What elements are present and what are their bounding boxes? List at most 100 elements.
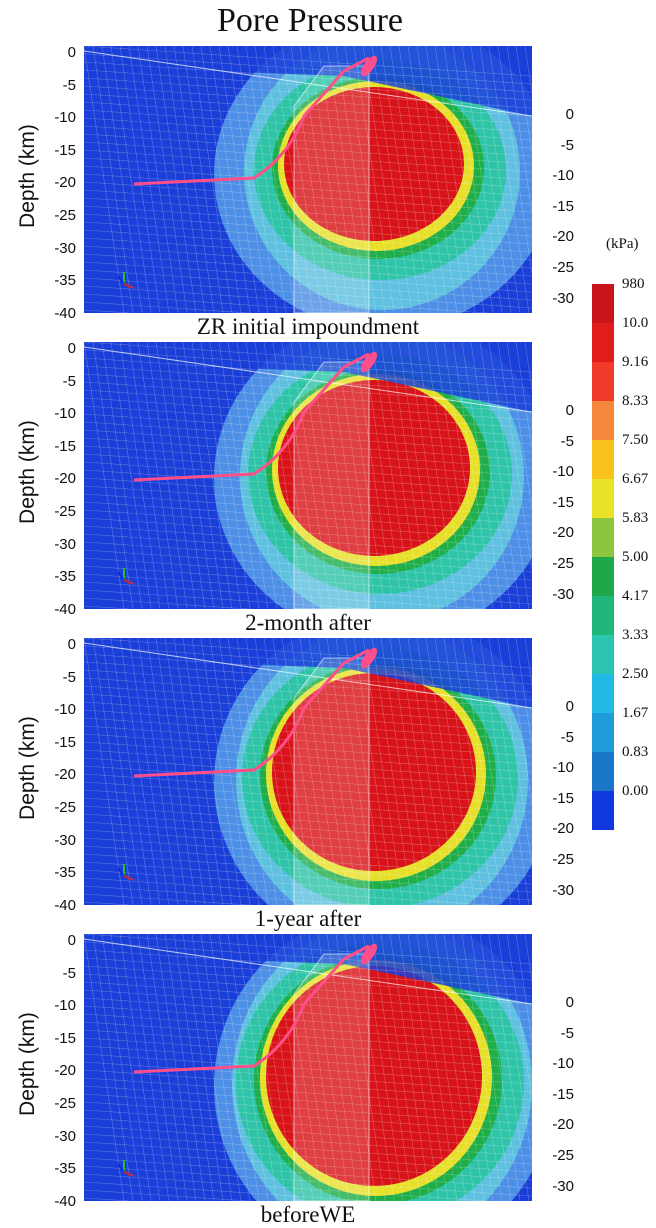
right-depth-tick: -20 (552, 1116, 574, 1134)
legend-swatch (592, 713, 614, 752)
figure-title: Pore Pressure (216, 2, 404, 39)
right-depth-tick: -25 (552, 851, 574, 868)
pressure-contour (272, 673, 476, 871)
fault-trace (133, 56, 370, 186)
legend-label: 5.83 (622, 510, 649, 526)
left-depth-tick: -10 (54, 997, 76, 1015)
legend-swatch (592, 791, 614, 830)
right-depth-tick: 0 (565, 698, 574, 715)
legend-swatch (592, 674, 614, 713)
legend-label: 8.33 (622, 393, 649, 409)
left-depth-tick: -35 (54, 568, 76, 586)
left-depth-tick: -40 (54, 1192, 76, 1210)
legend-swatch (592, 401, 614, 440)
legend-swatch (592, 479, 614, 518)
left-depth-tick: -30 (54, 1127, 76, 1145)
left-depth-tick: -20 (54, 174, 76, 192)
legend-label: 7.50 (622, 432, 649, 448)
model-render (84, 342, 532, 609)
right-depth-tick: -30 (552, 881, 574, 899)
axis-triad-icon (117, 1160, 135, 1177)
panel-caption: 1-year after (254, 906, 362, 931)
legend-swatch (592, 596, 614, 635)
right-depth-tick: -20 (552, 524, 574, 542)
left-depth-tick: -40 (54, 896, 76, 914)
right-depth-tick: 0 (565, 994, 574, 1011)
panel-caption: ZR initial impoundment (196, 314, 420, 339)
legend-label: 9.16 (622, 354, 649, 370)
left-depth-tick: -15 (54, 1029, 76, 1047)
right-depth-tick: -25 (552, 259, 574, 276)
legend-swatch (592, 323, 614, 362)
legend-unit: (kPa) (606, 236, 639, 252)
axis-triad-icon (117, 864, 135, 881)
panel-caption: 2-month after (245, 610, 371, 635)
legend-label: 2.50 (622, 666, 649, 682)
right-depth-tick: -10 (552, 167, 574, 185)
legend-swatch (592, 635, 614, 674)
fault-tip (360, 351, 378, 373)
right-depth-tick: -15 (552, 493, 574, 511)
legend-label: 5.00 (622, 549, 649, 565)
fault-block (293, 65, 370, 313)
left-depth-tick: -35 (54, 272, 76, 290)
legend-swatch (592, 440, 614, 479)
fault-tip (360, 943, 378, 965)
pressure-contour (278, 380, 470, 556)
y-axis-title: Depth (km) (16, 716, 39, 820)
right-depth-tick: -10 (552, 1055, 574, 1073)
right-depth-tick: -5 (560, 728, 574, 746)
right-depth-tick: -10 (552, 463, 574, 481)
mesh-grid (84, 342, 532, 609)
axis-triad-icon (117, 568, 135, 585)
legend-label: 3.33 (622, 627, 649, 643)
pore-pressure-panel (84, 342, 532, 609)
right-depth-tick: -10 (552, 759, 574, 777)
mesh-grid (84, 46, 532, 313)
right-depth-tick: -5 (560, 136, 574, 154)
right-depth-tick: 0 (565, 402, 574, 419)
fault-trace (133, 944, 370, 1074)
right-depth-tick: -5 (560, 432, 574, 450)
right-depth-tick: -25 (552, 555, 574, 572)
left-depth-tick: -10 (54, 109, 76, 127)
left-depth-tick: 0 (67, 932, 76, 949)
legend-label: 10.0 (622, 315, 649, 331)
left-depth-tick: -30 (54, 239, 76, 257)
left-depth-tick: -35 (54, 864, 76, 882)
right-depth-tick: -30 (552, 585, 574, 603)
legend-label: 0.83 (622, 744, 649, 760)
pore-pressure-panel (84, 934, 532, 1201)
y-axis-title: Depth (km) (16, 1012, 39, 1116)
right-depth-tick: -15 (552, 789, 574, 807)
legend-swatch (592, 752, 614, 791)
left-depth-tick: -10 (54, 701, 76, 719)
y-axis-title: Depth (km) (16, 124, 39, 228)
left-depth-tick: -30 (54, 535, 76, 553)
left-depth-tick: -40 (54, 304, 76, 322)
legend-swatch (592, 362, 614, 401)
legend-label: 1.67 (622, 705, 649, 721)
axis-triad-icon (117, 272, 135, 289)
left-depth-tick: 0 (67, 340, 76, 357)
legend-label: 6.67 (622, 471, 649, 487)
mesh-grid (84, 934, 532, 1201)
fault-tip (360, 647, 378, 669)
fault-block (293, 953, 370, 1201)
right-depth-tick: -15 (552, 1085, 574, 1103)
model-render (84, 638, 532, 905)
legend-swatch (592, 518, 614, 557)
fault-block (293, 361, 370, 609)
left-depth-tick: -5 (62, 964, 76, 982)
right-depth-tick: -30 (552, 1177, 574, 1195)
pore-pressure-panel (84, 46, 532, 313)
fault-trace (133, 352, 370, 482)
left-depth-tick: -10 (54, 405, 76, 423)
left-depth-tick: -25 (54, 799, 76, 816)
legend-swatch (592, 557, 614, 596)
left-depth-tick: -5 (62, 372, 76, 390)
left-depth-tick: 0 (67, 44, 76, 61)
left-depth-tick: -25 (54, 1095, 76, 1112)
legend-swatch (592, 284, 614, 323)
left-depth-tick: -15 (54, 437, 76, 455)
